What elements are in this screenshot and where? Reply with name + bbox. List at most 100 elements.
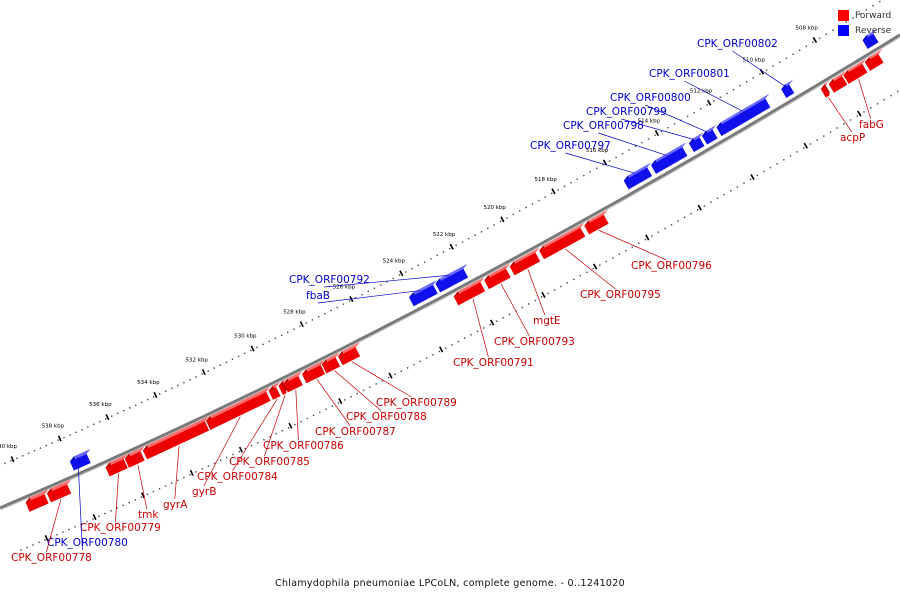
track-dot-outer bbox=[765, 69, 768, 71]
gene-label: CPK_ORF00801 bbox=[649, 68, 730, 80]
track-dot-inner bbox=[369, 386, 371, 388]
label-leader-line bbox=[472, 298, 489, 358]
scale-tick-mark bbox=[189, 469, 194, 476]
gene-block-top bbox=[584, 209, 608, 226]
gene-block bbox=[623, 167, 653, 190]
track-dot-outer bbox=[615, 156, 617, 159]
gene-block bbox=[484, 268, 511, 290]
gene-block bbox=[283, 376, 303, 393]
track-dot-inner bbox=[783, 159, 785, 161]
track-dot-inner bbox=[362, 389, 365, 392]
gene-block bbox=[142, 421, 210, 460]
track-dot-inner bbox=[220, 459, 222, 461]
gene-label: CPK_ORF00785 bbox=[229, 456, 310, 468]
gene-block bbox=[820, 86, 830, 98]
label-leader-line bbox=[598, 229, 667, 261]
track-dot-inner bbox=[26, 546, 28, 549]
track-dot-inner bbox=[809, 143, 812, 145]
track-dot-outer bbox=[506, 217, 508, 219]
track-dot-outer bbox=[525, 206, 527, 209]
track-dot-inner bbox=[592, 268, 594, 270]
track-dot-outer bbox=[189, 379, 191, 381]
gene-block-top bbox=[338, 342, 360, 357]
scale-tick-mark bbox=[697, 204, 702, 211]
gene-block-top bbox=[124, 446, 145, 459]
gene-block bbox=[302, 365, 326, 384]
track-dot-outer bbox=[386, 281, 388, 283]
track-dot-inner bbox=[32, 544, 34, 546]
track-dot-outer bbox=[480, 231, 483, 233]
scale-tick-mark bbox=[449, 243, 454, 250]
track-dot-inner bbox=[287, 427, 290, 429]
track-dot-inner bbox=[122, 504, 124, 507]
gene-block bbox=[509, 252, 541, 276]
gene-block-top bbox=[453, 277, 485, 297]
track-dot-outer bbox=[63, 436, 65, 439]
gene-block bbox=[25, 494, 49, 512]
track-dot-outer bbox=[719, 96, 722, 98]
track-dot-outer bbox=[576, 178, 578, 180]
legend-forward: Forward bbox=[838, 8, 900, 23]
gene-label: CPK_ORF00784 bbox=[197, 471, 278, 483]
track-dot-outer bbox=[177, 384, 179, 387]
scale-tick-mark bbox=[645, 234, 650, 241]
label-leader-line bbox=[115, 473, 119, 523]
scale-tick-mark bbox=[541, 291, 546, 298]
track-dot-outer bbox=[461, 241, 464, 243]
track-dot-outer bbox=[519, 210, 521, 212]
track-dot-outer bbox=[165, 390, 167, 392]
track-dot-inner bbox=[776, 163, 778, 165]
gene-block-top bbox=[69, 448, 91, 462]
label-leader-line bbox=[500, 283, 530, 337]
track-dot-outer bbox=[299, 325, 301, 327]
track-dot-inner bbox=[325, 408, 327, 410]
track-dot-inner bbox=[730, 190, 732, 192]
track-dot-outer bbox=[713, 100, 715, 102]
track-dot-inner bbox=[579, 275, 581, 277]
scale-tick-mark bbox=[338, 398, 343, 405]
track-dot-outer bbox=[487, 227, 489, 229]
label-leader-line bbox=[295, 389, 299, 441]
track-dot-outer bbox=[468, 237, 470, 240]
track-dot-outer bbox=[153, 396, 155, 398]
track-dot-inner bbox=[425, 357, 428, 359]
track-dot-outer bbox=[589, 171, 591, 173]
track-dot-inner bbox=[152, 490, 155, 493]
gene-block bbox=[864, 54, 884, 71]
track-dot-inner bbox=[677, 220, 679, 222]
track-dot-inner bbox=[294, 423, 296, 426]
track-dot-outer bbox=[417, 264, 419, 267]
track-dot-outer bbox=[201, 373, 203, 375]
gene-label: CPK_ORF00797 bbox=[530, 140, 611, 152]
track-dot-outer bbox=[348, 300, 351, 302]
track-dot-inner bbox=[50, 536, 52, 538]
gene-block-top bbox=[509, 247, 540, 267]
gene-block bbox=[409, 284, 438, 307]
track-dot-inner bbox=[644, 238, 647, 241]
scale-tick-mark bbox=[500, 216, 505, 223]
track-dot-inner bbox=[140, 496, 142, 498]
track-dot-inner bbox=[502, 317, 504, 319]
scale-tick-label: 520 kbp bbox=[483, 205, 506, 211]
track-dot-outer bbox=[667, 127, 669, 129]
track-dot-inner bbox=[413, 363, 415, 366]
gene-label: CPK_ORF00795 bbox=[580, 289, 661, 301]
track-dot-inner bbox=[171, 482, 173, 484]
track-dot-outer bbox=[641, 141, 643, 144]
reverse-swatch bbox=[838, 25, 849, 36]
track-dot-inner bbox=[508, 313, 511, 316]
scale-tick-mark bbox=[654, 130, 660, 137]
track-dot-outer bbox=[436, 254, 438, 257]
track-dot-inner bbox=[856, 115, 858, 117]
track-dot-outer bbox=[336, 306, 338, 309]
track-dot-inner bbox=[146, 493, 149, 496]
track-dot-inner bbox=[690, 212, 692, 215]
track-dot-inner bbox=[244, 447, 246, 450]
track-dot-outer bbox=[244, 352, 246, 355]
track-dot-outer bbox=[563, 185, 566, 187]
track-dot-outer bbox=[117, 412, 119, 415]
track-dot-inner bbox=[829, 131, 832, 133]
track-dot-outer bbox=[544, 196, 546, 198]
gene-block-top bbox=[716, 93, 770, 128]
track-dot-inner bbox=[483, 327, 485, 329]
